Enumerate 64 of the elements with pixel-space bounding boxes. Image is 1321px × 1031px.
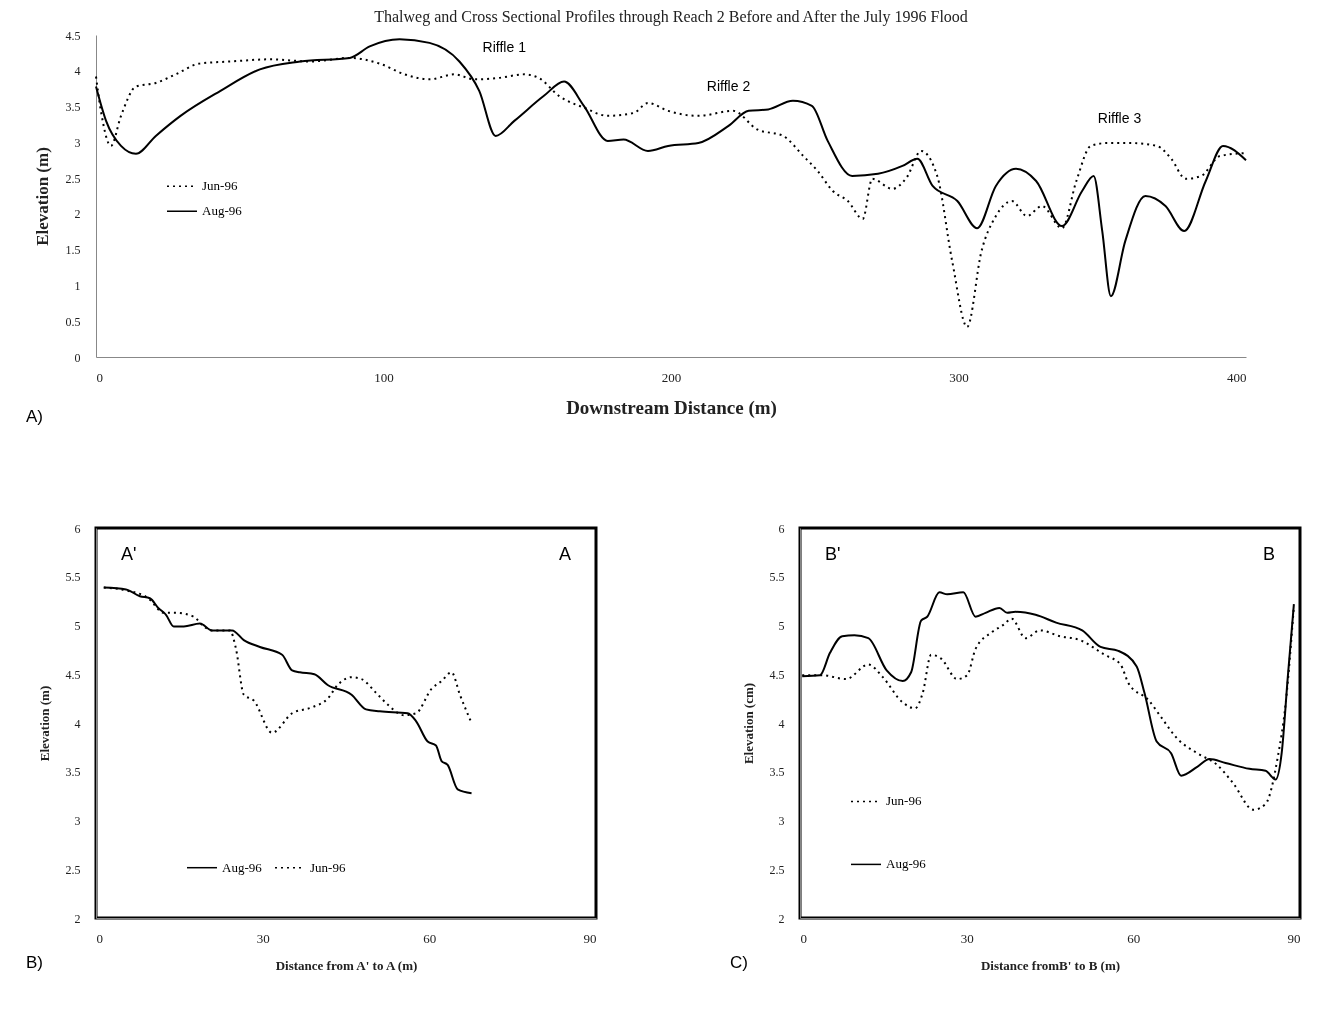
y-tick-label: 3 [74,135,81,150]
y-tick-label: 2 [778,911,785,926]
y-axis-title: Elevation (cm) [740,682,756,765]
y-tick-label: 0.5 [65,314,81,329]
y-tick-label: 3.5 [65,765,81,780]
text: B) [26,953,43,972]
y-tick-label: 5.5 [769,570,785,585]
x-tick-label: 0 [96,930,103,946]
y-tick-label: 0 [74,350,81,365]
y-tick-label: 2.5 [65,171,81,186]
y-tick-label: 4.5 [65,28,81,43]
text: A) [26,407,43,426]
x-tick-label: 30 [960,930,974,946]
x-tick-label: 100 [374,369,394,385]
y-tick-label: 4 [778,716,785,731]
y-tick-label: 2.5 [65,862,81,877]
legend-label: Jun-96 [202,178,238,194]
y-tick-label: 3 [74,814,81,828]
annotation: B [1262,544,1275,565]
x-tick-label: 400 [1227,369,1247,385]
annotation: Riffle 3 [1097,109,1142,126]
x-axis-title: Distance fromB' to B (m) [980,957,1121,973]
x-axis-title: Distance from A' to A (m) [275,957,418,973]
y-tick-label: 4 [74,716,81,731]
x-tick-label: 60 [1127,930,1141,946]
y-tick-label: 4.5 [769,667,785,682]
y-tick-label: 1 [74,278,81,293]
y-tick-label: 5 [74,619,81,633]
legend-label: Aug-96 [222,859,263,875]
x-tick-label: 200 [661,369,682,385]
chart-title: Thalweg and Cross Sectional Profiles through Reach 2 Before and After the July 1996 Flood [374,8,968,26]
legend-label: Jun-96 [310,859,346,875]
x-tick-label: 0 [800,930,807,946]
y-tick-label: 5 [778,619,785,633]
legend-label: Aug-96 [886,856,927,872]
x-tick-label: 30 [256,930,270,946]
x-tick-label: 0 [96,369,103,385]
annotation: Riffle 1 [482,38,527,55]
y-axis-title: Elevation (m) [32,147,52,246]
legend-label: Aug-96 [202,203,243,219]
x-tick-label: 60 [423,930,437,946]
x-tick-label: 90 [1287,930,1301,946]
y-tick-label: 4 [74,64,81,79]
y-tick-label: 1.5 [65,243,81,258]
y-tick-label: 6 [778,521,785,536]
x-tick-label: 300 [949,369,969,385]
y-tick-label: 5.5 [65,570,81,585]
x-axis-title: Downstream Distance (m) [566,396,777,419]
annotation: B' [825,544,841,565]
annotation: A [558,544,571,565]
annotation: A' [121,544,137,565]
text: C) [730,953,748,972]
x-tick-label: 90 [583,930,597,946]
y-tick-label: 4.5 [65,667,81,682]
y-tick-label: 3.5 [65,100,81,115]
y-tick-label: 3.5 [769,765,785,780]
annotation: Riffle 2 [706,77,751,94]
y-tick-label: 6 [74,521,81,536]
y-tick-label: 2.5 [769,862,785,877]
y-tick-label: 2 [74,911,81,926]
y-tick-label: 3 [778,814,785,828]
y-axis-title: Elevation (m) [36,685,52,762]
y-tick-label: 2 [74,207,81,222]
legend-label: Jun-96 [886,793,922,809]
